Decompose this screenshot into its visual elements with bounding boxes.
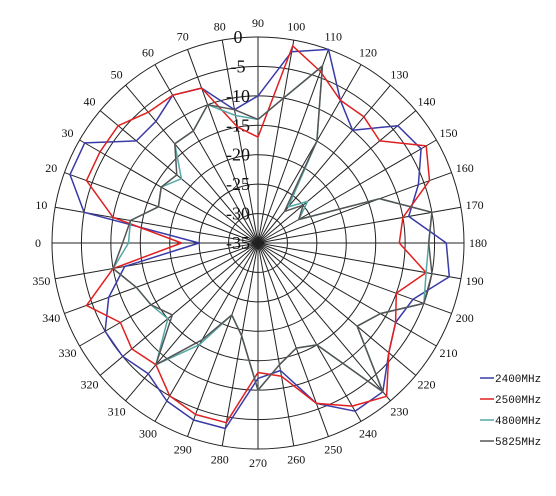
angle-tick-label: 330 <box>58 346 76 360</box>
grid-spoke <box>257 139 437 244</box>
angle-tick-label: 350 <box>32 274 50 288</box>
grid-spoke <box>257 206 461 244</box>
grid-spoke <box>55 242 259 280</box>
angle-tick-label: 240 <box>359 427 377 441</box>
angle-tick-label: 40 <box>83 95 95 109</box>
grid-spoke <box>257 242 362 422</box>
legend-label: 4800MHz <box>495 416 541 428</box>
angle-tick-label: 0 <box>35 236 41 250</box>
angle-tick-label: 170 <box>466 198 484 212</box>
grid-spoke <box>257 110 417 244</box>
angle-tick-label: 60 <box>142 45 154 59</box>
angle-tick-label: 230 <box>390 405 408 419</box>
grid-spoke <box>257 84 391 244</box>
angle-tick-label: 80 <box>214 19 226 33</box>
grid-spoke <box>99 242 259 376</box>
grid-spoke <box>221 242 259 446</box>
grid-spoke <box>99 110 259 244</box>
angle-tick-label: 200 <box>456 311 474 325</box>
radial-tick-label: -5 <box>231 56 246 76</box>
grid-spoke <box>257 242 461 280</box>
angle-tick-label: 160 <box>456 161 474 175</box>
series-line <box>112 65 433 393</box>
grid-spoke <box>187 49 259 244</box>
grid-spoke <box>64 172 259 244</box>
radial-tick-label: -35 <box>226 233 250 253</box>
grid-spoke <box>257 242 391 402</box>
grid-spoke <box>154 64 259 244</box>
angle-tick-label: 270 <box>249 456 267 470</box>
angle-tick-label: 190 <box>466 274 484 288</box>
legend-label: 2500MHz <box>495 395 541 407</box>
legend-label: 2400MHz <box>495 374 541 386</box>
radial-tick-label: -30 <box>226 204 250 224</box>
angle-tick-label: 220 <box>418 377 436 391</box>
angle-tick-label: 140 <box>418 95 436 109</box>
angle-tick-label: 260 <box>287 453 305 467</box>
angle-tick-label: 290 <box>174 443 192 457</box>
angle-tick-label: 110 <box>324 29 342 43</box>
angle-tick-label: 320 <box>80 377 98 391</box>
grid-spoke <box>257 40 295 244</box>
angle-tick-label: 250 <box>324 443 342 457</box>
grid-spoke <box>257 242 329 437</box>
grid-spoke <box>79 242 259 347</box>
angle-tick-label: 50 <box>111 67 123 81</box>
grid-spoke <box>64 242 259 314</box>
grid-spoke <box>257 49 329 244</box>
grid-spoke <box>221 40 259 244</box>
radial-tick-label: -10 <box>226 86 250 106</box>
grid-spoke <box>125 242 259 402</box>
angle-tick-label: 20 <box>45 161 57 175</box>
angle-tick-label: 310 <box>108 405 126 419</box>
angle-tick-label: 210 <box>440 346 458 360</box>
grid-spoke <box>154 242 259 422</box>
grid-spoke <box>79 139 259 244</box>
grid-spoke <box>257 242 437 347</box>
angle-tick-label: 10 <box>35 198 47 212</box>
angle-tick-label: 180 <box>469 236 487 250</box>
grid-spoke <box>125 84 259 244</box>
angle-tick-label: 70 <box>177 29 189 43</box>
grid-spoke <box>257 242 452 314</box>
series-line <box>85 45 431 424</box>
radial-tick-label: 0 <box>234 27 243 47</box>
grid-spoke <box>257 64 362 244</box>
angle-tick-label: 150 <box>440 126 458 140</box>
angle-tick-label: 300 <box>139 427 157 441</box>
angle-tick-label: 100 <box>287 19 305 33</box>
angle-tick-label: 90 <box>252 16 264 30</box>
angle-tick-label: 340 <box>42 311 60 325</box>
angle-tick-label: 130 <box>390 67 408 81</box>
angle-tick-label: 120 <box>359 45 377 59</box>
grid-spoke <box>187 242 259 437</box>
angle-tick-label: 30 <box>61 126 73 140</box>
radial-tick-label: -20 <box>226 145 250 165</box>
angle-tick-label: 280 <box>211 453 229 467</box>
grid-spoke <box>257 242 295 446</box>
grid-spoke <box>257 172 452 244</box>
radial-tick-label: -25 <box>226 174 250 194</box>
legend-label: 5825MHz <box>495 437 541 449</box>
